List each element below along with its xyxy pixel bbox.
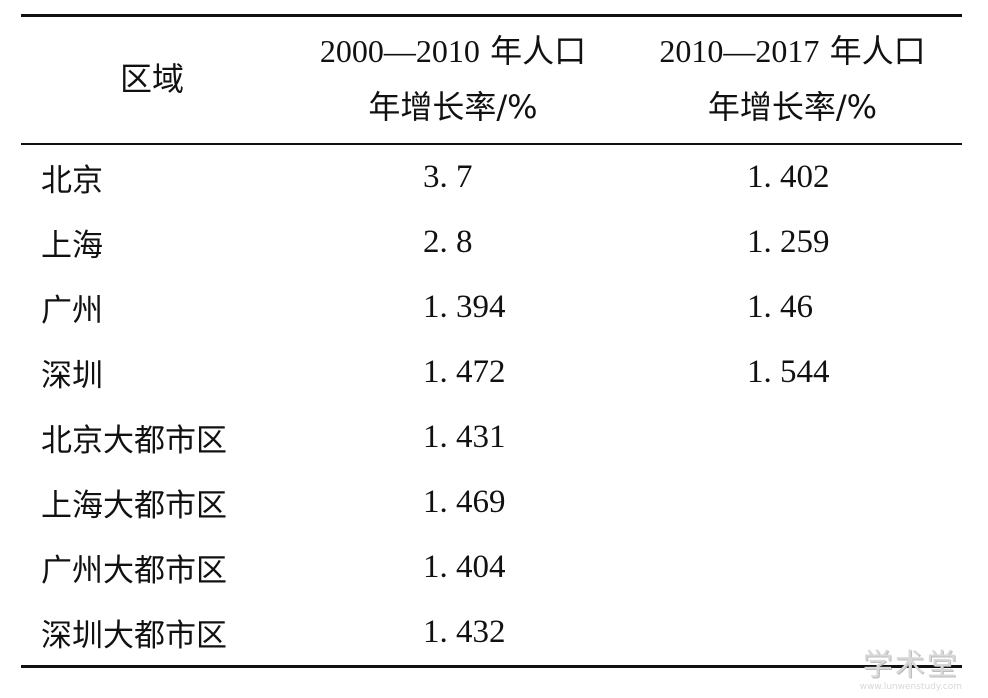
header-growth-2010-2017-line2: 年增长率/% (707, 88, 878, 126)
growth-2000-2010-cell: 1. 469 (423, 484, 506, 520)
header-growth-2000-2010-line1: 2000—2010 年人口 (283, 23, 623, 79)
region-cell: 深圳大都市区 (41, 618, 227, 654)
growth-2010-2017-cell: 1. 544 (747, 354, 830, 390)
table-body: 北京 3. 7 1. 402 上海 2. 8 1. 259 广州 1. 394 1. 46 深圳 1… (21, 144, 962, 667)
growth-2000-2010-cell: 1. 394 (423, 289, 506, 325)
watermark-url-text: www.lunwenstudy.com (859, 682, 962, 692)
table-row: 上海 2. 8 1. 259 (21, 210, 962, 275)
growth-2010-2017-cell: 1. 402 (747, 159, 830, 195)
header-region-label: 区域 (119, 60, 184, 98)
header-growth-2000-2010-text: 年人口 (479, 32, 587, 70)
header-growth-2010-2017: 2010—2017 年人口 年增长率/% (623, 16, 962, 145)
growth-2000-2010-cell: 1. 404 (423, 549, 506, 585)
region-cell: 广州 (41, 293, 103, 329)
header-growth-2000-2010: 2000—2010 年人口 年增长率/% (283, 16, 623, 145)
growth-2000-2010-cell: 2. 8 (423, 224, 473, 260)
growth-2000-2010-cell: 1. 432 (423, 614, 506, 650)
header-growth-2000-2010-line2: 年增长率/% (368, 88, 538, 126)
table-row: 北京大都市区 1. 431 (21, 405, 962, 470)
table-row: 广州 1. 394 1. 46 (21, 275, 962, 340)
region-cell: 上海大都市区 (41, 488, 227, 524)
table-row: 深圳大都市区 1. 432 (21, 600, 962, 667)
region-cell: 上海 (41, 228, 103, 264)
table-row: 深圳 1. 472 1. 544 (21, 340, 962, 405)
growth-2000-2010-cell: 3. 7 (423, 159, 473, 195)
watermark-main-text: 学术堂 (862, 648, 959, 683)
region-cell: 深圳 (41, 358, 103, 394)
growth-2010-2017-cell: 1. 46 (747, 289, 813, 325)
header-growth-2000-2010-years: 2000—2010 (319, 33, 480, 69)
header-row: 区域 2000—2010 年人口 年增长率/% 2010—2017 年人口 年增… (21, 15, 962, 145)
header-region: 区域 (21, 16, 283, 145)
table-row: 北京 3. 7 1. 402 (21, 144, 962, 210)
region-cell: 广州大都市区 (41, 553, 227, 589)
population-growth-table: 区域 2000—2010 年人口 年增长率/% 2010—2017 年人口 年增… (21, 14, 962, 668)
growth-2010-2017-cell: 1. 259 (747, 224, 830, 260)
header-growth-2010-2017-line1: 2010—2017 年人口 (623, 23, 962, 79)
table-header: 区域 2000—2010 年人口 年增长率/% 2010—2017 年人口 年增… (21, 15, 962, 145)
growth-2010-2017-cell (623, 405, 962, 470)
header-growth-2010-2017-years: 2010—2017 (659, 33, 820, 69)
population-growth-table-container: 区域 2000—2010 年人口 年增长率/% 2010—2017 年人口 年增… (21, 14, 962, 668)
growth-2010-2017-cell (623, 470, 962, 535)
watermark-logo: 学术堂 www.lunwenstudy.com (860, 640, 962, 692)
table-row: 上海大都市区 1. 469 (21, 470, 962, 535)
header-growth-2010-2017-text: 年人口 (819, 32, 926, 70)
growth-2010-2017-cell (623, 535, 962, 600)
region-cell: 北京 (41, 163, 103, 199)
growth-2000-2010-cell: 1. 431 (423, 419, 506, 455)
region-cell: 北京大都市区 (41, 423, 227, 459)
table-row: 广州大都市区 1. 404 (21, 535, 962, 600)
growth-2000-2010-cell: 1. 472 (423, 354, 506, 390)
